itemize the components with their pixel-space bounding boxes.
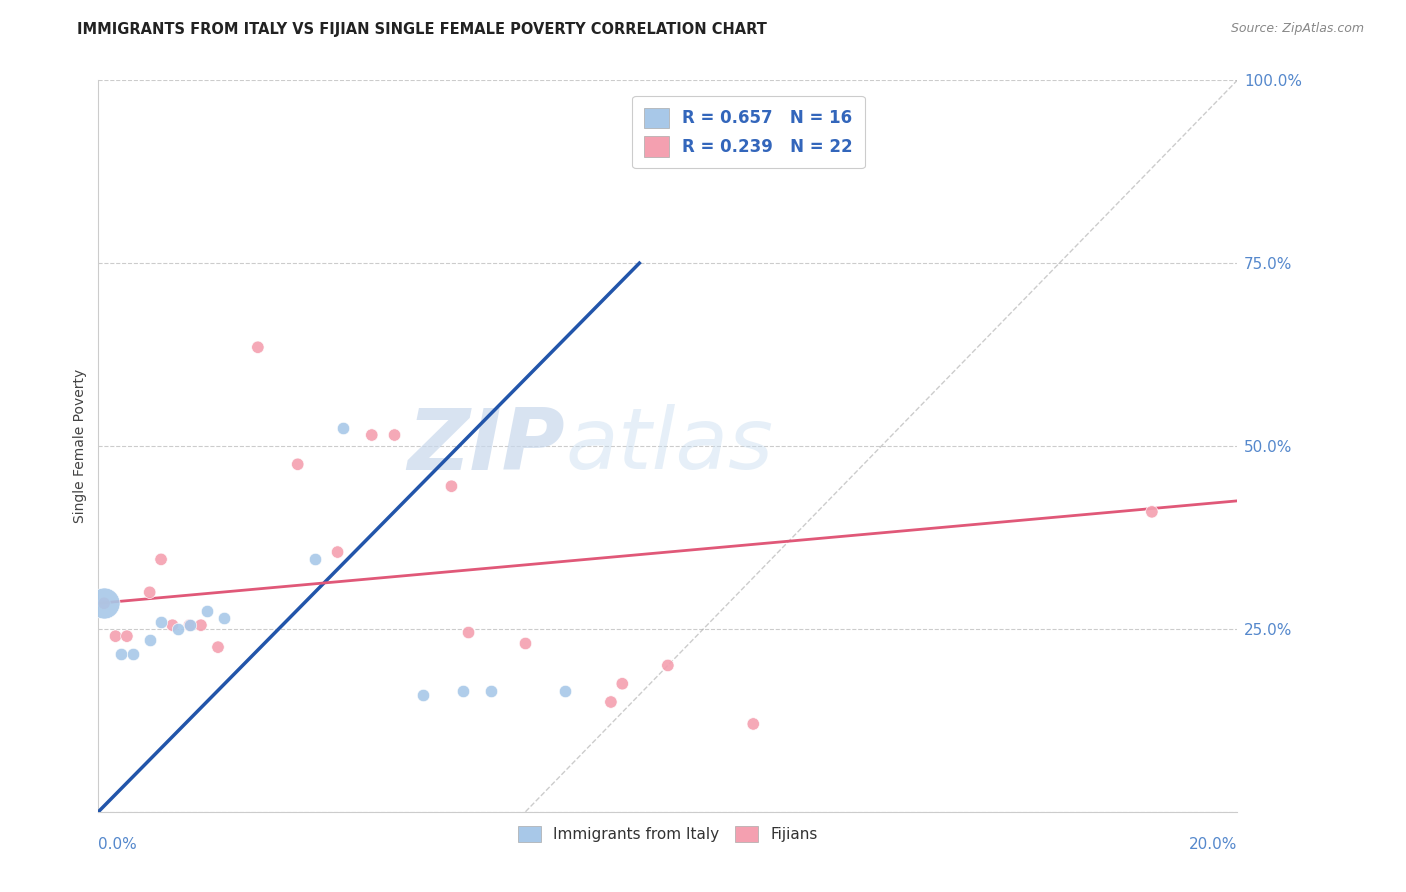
Text: atlas: atlas bbox=[565, 404, 773, 488]
Point bbox=[1140, 505, 1163, 519]
Point bbox=[110, 648, 132, 662]
Point bbox=[554, 684, 576, 698]
Point bbox=[332, 421, 354, 435]
Text: ZIP: ZIP bbox=[408, 404, 565, 488]
Text: 20.0%: 20.0% bbox=[1189, 838, 1237, 853]
Point bbox=[742, 717, 765, 731]
Point bbox=[600, 695, 623, 709]
Point bbox=[657, 658, 679, 673]
Point bbox=[685, 106, 707, 120]
Point bbox=[515, 636, 537, 650]
Point bbox=[246, 340, 269, 354]
Y-axis label: Single Female Poverty: Single Female Poverty bbox=[73, 369, 87, 523]
Point bbox=[179, 618, 201, 632]
Point bbox=[440, 479, 463, 493]
Point bbox=[150, 615, 173, 629]
Point bbox=[115, 629, 138, 643]
Point bbox=[121, 648, 143, 662]
Point bbox=[93, 596, 115, 610]
Point bbox=[104, 629, 127, 643]
Point bbox=[167, 622, 190, 636]
Text: Source: ZipAtlas.com: Source: ZipAtlas.com bbox=[1230, 22, 1364, 36]
Point bbox=[457, 625, 479, 640]
Point bbox=[412, 688, 434, 702]
Point bbox=[190, 618, 212, 632]
Point bbox=[138, 632, 160, 647]
Point bbox=[150, 552, 173, 566]
Point bbox=[93, 596, 115, 610]
Text: 0.0%: 0.0% bbox=[98, 838, 138, 853]
Text: IMMIGRANTS FROM ITALY VS FIJIAN SINGLE FEMALE POVERTY CORRELATION CHART: IMMIGRANTS FROM ITALY VS FIJIAN SINGLE F… bbox=[77, 22, 768, 37]
Point bbox=[451, 684, 474, 698]
Point bbox=[326, 545, 349, 559]
Point bbox=[195, 603, 218, 617]
Point bbox=[304, 552, 326, 566]
Point bbox=[384, 428, 406, 442]
Point bbox=[138, 585, 160, 599]
Point bbox=[207, 640, 229, 655]
Legend: Immigrants from Italy, Fijians: Immigrants from Italy, Fijians bbox=[512, 820, 824, 848]
Point bbox=[479, 684, 502, 698]
Point bbox=[612, 676, 634, 690]
Point bbox=[162, 618, 184, 632]
Point bbox=[287, 457, 309, 471]
Point bbox=[179, 618, 201, 632]
Point bbox=[212, 611, 235, 625]
Point bbox=[360, 428, 382, 442]
